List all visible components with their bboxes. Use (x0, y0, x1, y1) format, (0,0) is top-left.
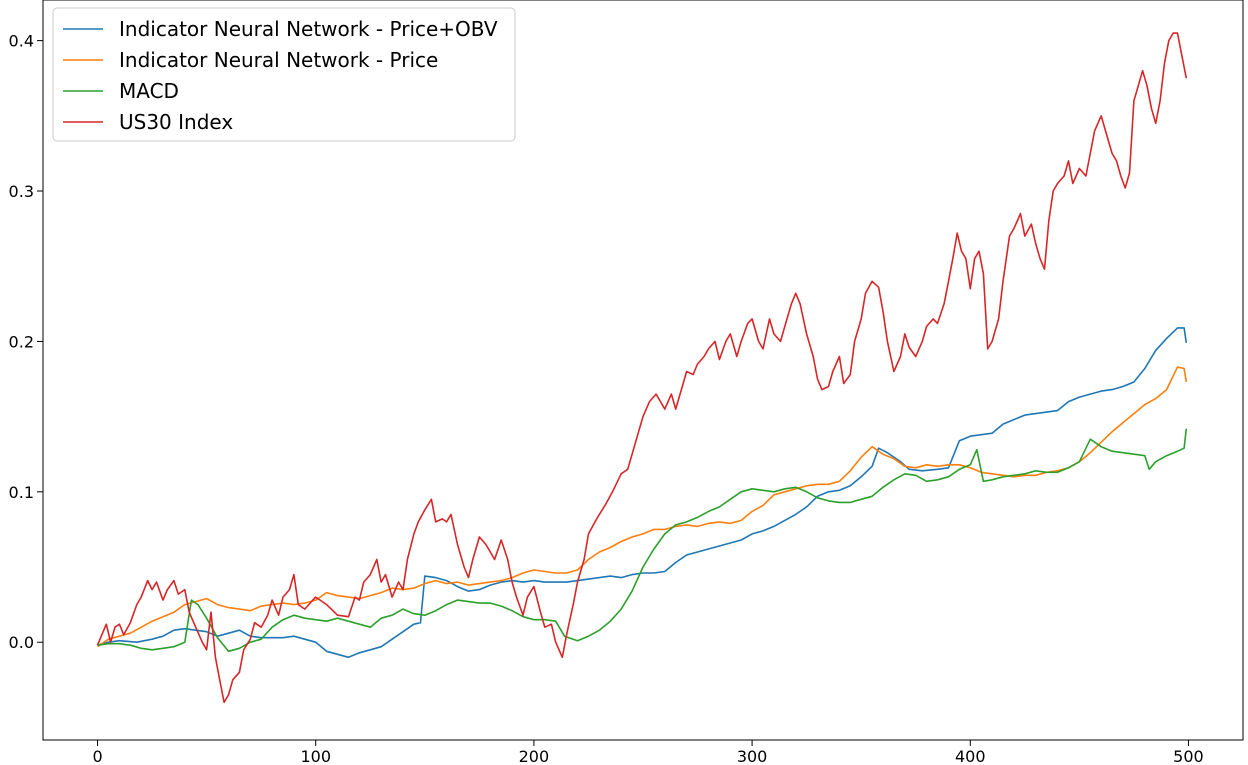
y-tick-label: 0.1 (9, 483, 34, 502)
y-tick-label: 0.0 (9, 633, 34, 652)
legend-label-price: Indicator Neural Network - Price (119, 48, 438, 72)
series-lines (96, 32, 1188, 704)
x-tick-label: 500 (1173, 747, 1204, 765)
x-tick-label: 400 (955, 747, 986, 765)
y-axis: 0.0 0.1 0.2 0.3 0.4 (9, 32, 43, 652)
y-tick-label: 0.4 (9, 32, 34, 51)
x-tick-label: 100 (300, 747, 331, 765)
series-line-macd (97, 428, 1188, 653)
x-tick-label: 0 (92, 747, 102, 765)
x-tick-label: 300 (737, 747, 768, 765)
x-axis: 0 100 200 300 400 500 (92, 740, 1204, 765)
series-line-us30 (96, 32, 1188, 704)
legend-label-macd: MACD (119, 79, 179, 103)
legend-box (52, 7, 516, 142)
x-tick-label: 200 (519, 747, 550, 765)
legend-label-price-obv: Indicator Neural Network - Price+OBV (119, 17, 498, 41)
legend-label-us30: US30 Index (119, 110, 233, 134)
legend: Indicator Neural Network - Price+OBV Ind… (52, 7, 516, 142)
y-tick-label: 0.3 (9, 182, 34, 201)
plot-frame (42, 0, 1244, 741)
series-line-price-obv (97, 327, 1188, 659)
y-tick-label: 0.2 (9, 332, 34, 351)
